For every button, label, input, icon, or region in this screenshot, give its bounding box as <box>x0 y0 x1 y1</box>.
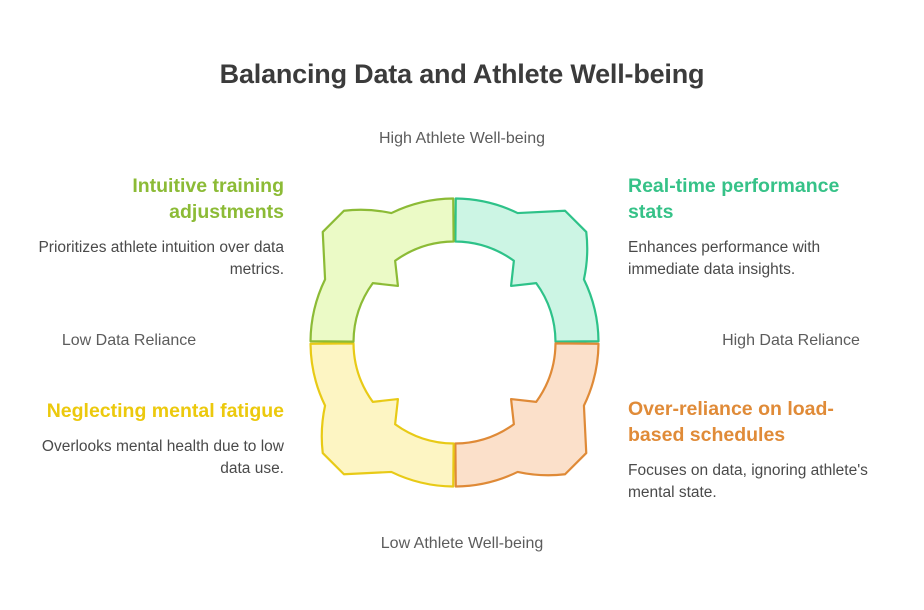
quadrant-top-right: Real-time performance stats Enhances per… <box>628 173 874 281</box>
page-title: Balancing Data and Athlete Well-being <box>219 59 705 90</box>
quadrant-bottom-right: Over-reliance on load-based schedules Fo… <box>628 396 874 504</box>
axis-label-left: Low Data Reliance <box>61 332 197 349</box>
cycle-segment-bottom-left <box>309 342 455 488</box>
axis-label-right: High Data Reliance <box>722 332 860 349</box>
quadrant-bottom-right-heading: Over-reliance on load-based schedules <box>628 398 834 447</box>
axis-label-bottom: Low Athlete Well-being <box>380 535 544 552</box>
cycle-arrow-svg <box>309 197 600 488</box>
cycle-segment-top-left <box>309 197 455 343</box>
axis-label-top: High Athlete Well-being <box>378 130 546 147</box>
quadrant-top-left: Intuitive training adjustments Prioritiz… <box>38 173 284 281</box>
quadrant-bottom-left-body: Overlooks mental health due to low data … <box>41 438 284 478</box>
quadrant-top-left-body: Prioritizes athlete intuition over data … <box>38 239 284 279</box>
quadrant-bottom-left-heading: Neglecting mental fatigue <box>46 400 284 422</box>
quadrant-top-right-body: Enhances performance with immediate data… <box>628 239 821 279</box>
cycle-arrow-diagram <box>297 185 612 500</box>
quadrant-top-left-heading: Intuitive training adjustments <box>132 175 284 224</box>
quadrant-bottom-left: Neglecting mental fatigue Overlooks ment… <box>38 398 284 480</box>
quadrant-top-right-heading: Real-time performance stats <box>628 175 840 224</box>
cycle-segment-top-right <box>454 197 600 343</box>
quadrant-bottom-right-body: Focuses on data, ignoring athlete's ment… <box>628 462 868 502</box>
cycle-segment-bottom-right <box>454 342 600 488</box>
